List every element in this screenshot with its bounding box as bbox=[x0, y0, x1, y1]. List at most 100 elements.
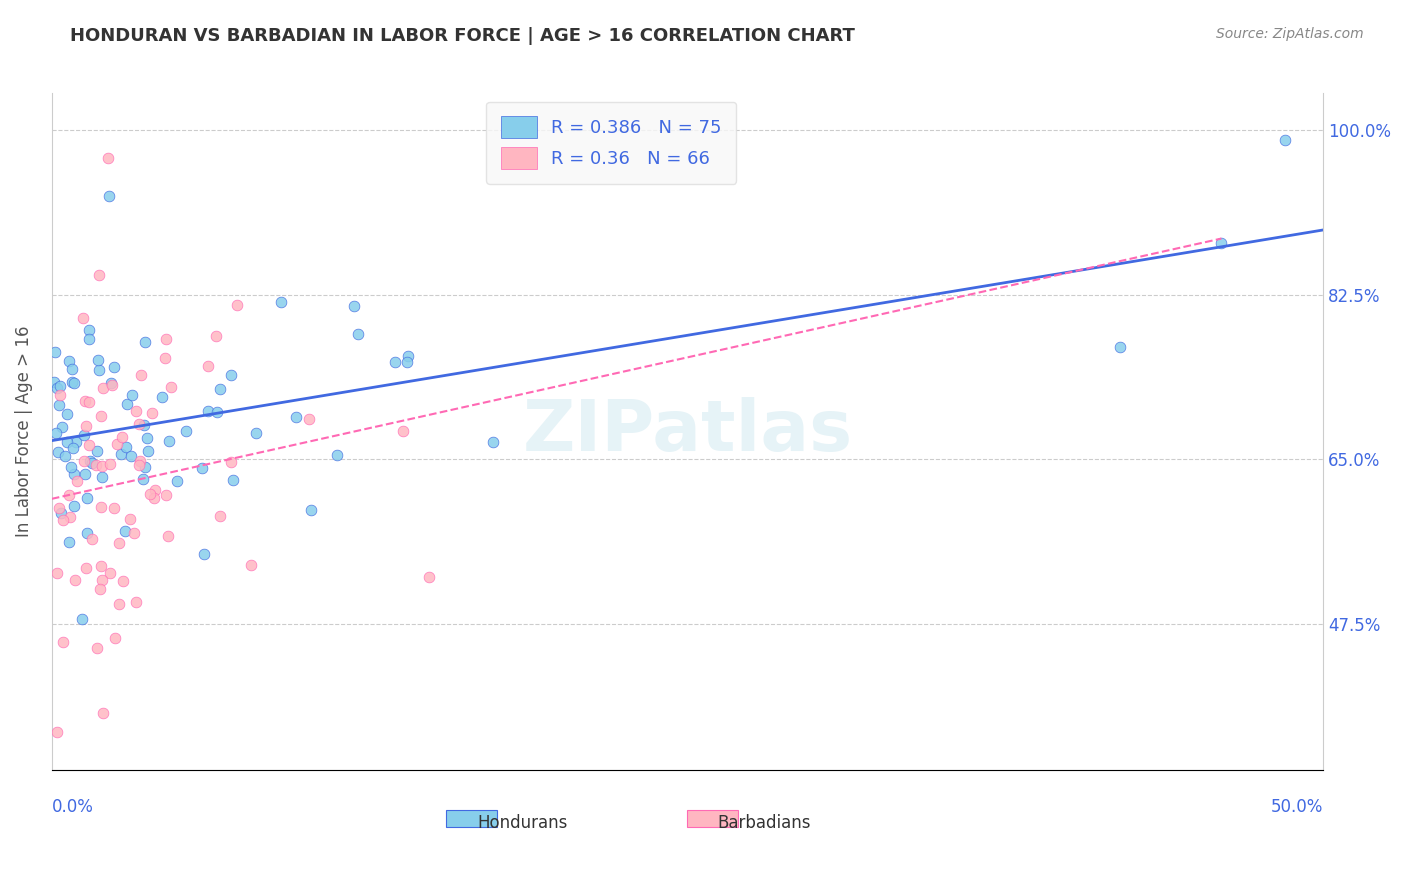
Point bbox=[166, 474, 188, 488]
Point bbox=[191, 460, 214, 475]
Point bbox=[108, 536, 131, 550]
Point bbox=[129, 368, 152, 382]
Point bbox=[134, 418, 156, 433]
Point bbox=[45, 725, 67, 739]
Point bbox=[44, 375, 66, 389]
Point bbox=[48, 379, 70, 393]
Point bbox=[110, 447, 132, 461]
Point bbox=[45, 381, 67, 395]
Point bbox=[80, 533, 103, 547]
Point bbox=[115, 440, 138, 454]
Point bbox=[59, 459, 82, 474]
Point bbox=[143, 483, 166, 498]
Point bbox=[392, 424, 415, 438]
Point bbox=[77, 323, 100, 337]
Point bbox=[193, 547, 215, 561]
FancyBboxPatch shape bbox=[446, 811, 496, 827]
Point bbox=[120, 449, 142, 463]
Point bbox=[48, 398, 70, 412]
Point bbox=[52, 635, 75, 649]
Point bbox=[226, 298, 249, 312]
Point bbox=[44, 344, 66, 359]
Point bbox=[139, 487, 162, 501]
Point bbox=[284, 410, 307, 425]
Point bbox=[73, 427, 96, 442]
Point bbox=[205, 405, 228, 419]
Point bbox=[156, 528, 179, 542]
Point bbox=[63, 499, 86, 513]
Point bbox=[141, 406, 163, 420]
Point bbox=[63, 376, 86, 390]
Point bbox=[87, 353, 110, 368]
Point bbox=[77, 395, 100, 409]
Point bbox=[270, 295, 292, 310]
Point bbox=[63, 467, 86, 481]
Point bbox=[90, 470, 112, 484]
Point bbox=[297, 411, 319, 425]
Point bbox=[45, 425, 67, 440]
Point bbox=[60, 362, 83, 376]
Point bbox=[51, 506, 73, 520]
Text: ZIPatlas: ZIPatlas bbox=[523, 397, 852, 466]
Point bbox=[90, 558, 112, 573]
Text: Barbadians: Barbadians bbox=[717, 814, 810, 831]
Point bbox=[153, 351, 176, 366]
Point bbox=[101, 378, 124, 392]
Point bbox=[91, 573, 114, 587]
Point bbox=[79, 454, 101, 468]
Point bbox=[73, 453, 96, 467]
Point bbox=[150, 390, 173, 404]
Point bbox=[125, 404, 148, 418]
Point bbox=[384, 354, 406, 368]
Point bbox=[112, 574, 135, 589]
Point bbox=[135, 431, 157, 445]
Point bbox=[75, 561, 97, 575]
Point bbox=[59, 509, 82, 524]
Point bbox=[84, 458, 107, 472]
Point bbox=[58, 488, 80, 502]
Point bbox=[208, 382, 231, 396]
Point bbox=[117, 396, 139, 410]
Point bbox=[49, 388, 72, 402]
Point bbox=[128, 417, 150, 431]
Legend: R = 0.386   N = 75, R = 0.36   N = 66: R = 0.386 N = 75, R = 0.36 N = 66 bbox=[486, 102, 737, 184]
Point bbox=[347, 326, 370, 341]
Point bbox=[1108, 339, 1130, 353]
Point bbox=[70, 612, 93, 626]
Point bbox=[75, 467, 97, 482]
Point bbox=[157, 434, 180, 449]
Point bbox=[48, 500, 70, 515]
Point bbox=[114, 524, 136, 539]
Point bbox=[52, 513, 75, 527]
Point bbox=[134, 460, 156, 475]
Point bbox=[326, 448, 349, 462]
Point bbox=[108, 597, 131, 611]
Text: Hondurans: Hondurans bbox=[477, 814, 568, 831]
Point bbox=[89, 268, 111, 282]
Point bbox=[66, 474, 89, 488]
Point bbox=[76, 491, 98, 506]
Point bbox=[222, 473, 245, 487]
Point bbox=[205, 328, 228, 343]
Point bbox=[75, 419, 97, 434]
Point bbox=[299, 503, 322, 517]
Point bbox=[103, 359, 125, 374]
Point bbox=[155, 332, 177, 346]
Point bbox=[80, 457, 103, 471]
Point bbox=[89, 363, 111, 377]
Point bbox=[219, 368, 242, 383]
Text: 0.0%: 0.0% bbox=[52, 798, 94, 816]
Point bbox=[120, 512, 142, 526]
Point bbox=[90, 500, 112, 514]
Point bbox=[111, 430, 134, 444]
Point bbox=[1274, 133, 1296, 147]
Point bbox=[76, 525, 98, 540]
Point bbox=[90, 458, 112, 473]
Point bbox=[104, 631, 127, 645]
Text: 50.0%: 50.0% bbox=[1271, 798, 1323, 816]
Point bbox=[86, 641, 108, 656]
Point bbox=[51, 419, 73, 434]
Point bbox=[56, 407, 79, 421]
Point bbox=[60, 375, 83, 389]
Point bbox=[125, 594, 148, 608]
